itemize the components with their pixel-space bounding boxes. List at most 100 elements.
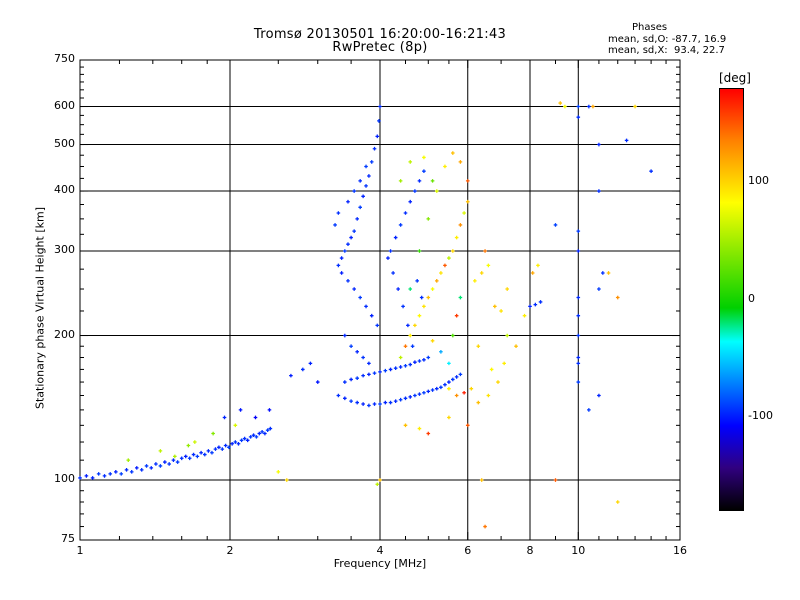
data-point [458,160,463,164]
data-point [458,372,463,377]
data-point [649,169,653,173]
data-point [434,386,439,391]
data-point [451,333,455,338]
data-point [533,302,538,307]
data-point [364,164,368,169]
data-point [343,396,347,401]
data-point [454,235,459,240]
data-point [276,470,281,474]
data-point [134,466,139,470]
data-point [458,223,463,227]
data-point [393,235,398,240]
data-point [530,271,535,275]
data-point [422,358,426,362]
stats-o-mode: mean, sd,O: -87.7, 16.9 [608,34,727,45]
data-point [417,249,422,253]
y-tick-label: 200 [54,327,75,341]
data-point [369,313,374,318]
data-point [336,263,341,268]
colorbar-label: [deg] [719,71,751,85]
data-point [349,399,353,403]
data-point [372,371,377,375]
data-point [408,395,413,399]
data-point [361,355,365,360]
data-point [587,104,591,109]
data-point [479,478,484,482]
x-tick-label: 6 [464,544,472,557]
data-point [439,271,443,275]
data-point [265,428,270,433]
data-point [386,256,390,260]
data-point [378,402,382,406]
data-point [245,438,250,443]
data-point [126,458,131,462]
data-point [114,470,118,474]
data-point [462,390,466,395]
data-point [179,456,184,461]
data-point [339,271,344,275]
data-point [489,367,494,372]
data-point [239,438,244,443]
data-point [227,445,231,450]
data-point [263,431,267,436]
data-point [447,361,451,366]
data-point [417,179,422,183]
data-point [496,380,500,384]
data-point [233,440,238,444]
data-point [408,160,413,164]
data-point [336,211,341,215]
data-point [443,263,447,268]
data-point [124,468,129,472]
data-point [430,339,435,343]
data-point [355,349,359,354]
data-point [536,263,540,268]
data-point [401,304,405,309]
data-point [220,447,225,451]
data-point [193,440,197,444]
data-point [378,370,382,374]
data-point [434,189,439,193]
data-point [403,363,408,368]
data-point [406,323,410,328]
data-point [336,393,341,398]
x-tick-label: 1 [76,544,84,557]
data-point [430,388,435,392]
data-point [597,287,601,291]
data-point [398,365,403,369]
data-point [597,142,601,147]
data-point [301,367,305,372]
data-point [333,223,337,227]
data-point [349,235,353,240]
data-point [78,476,82,480]
data-point [167,462,171,466]
data-point [408,333,413,338]
data-point [343,380,347,384]
data-point [447,415,451,420]
data-point [173,454,177,459]
data-point [413,189,417,193]
data-point [361,402,365,406]
data-point [413,323,417,328]
y-tick-label: 300 [54,243,75,256]
data-point [90,476,95,480]
data-point [372,402,377,406]
data-point [403,396,408,401]
data-point [358,295,362,300]
data-point [367,372,371,377]
data-point [213,447,218,451]
data-point [393,399,398,403]
data-point [483,524,487,529]
data-point [522,313,527,318]
data-point [528,304,532,309]
data-point [419,295,424,300]
data-point [343,333,347,338]
data-point [339,256,344,260]
data-point [469,386,474,391]
data-point [355,400,359,405]
data-point [369,160,374,164]
data-point [358,205,362,210]
y-tick-label: 500 [54,136,75,150]
y-tick-label: 100 [54,472,75,486]
data-point [388,367,393,372]
